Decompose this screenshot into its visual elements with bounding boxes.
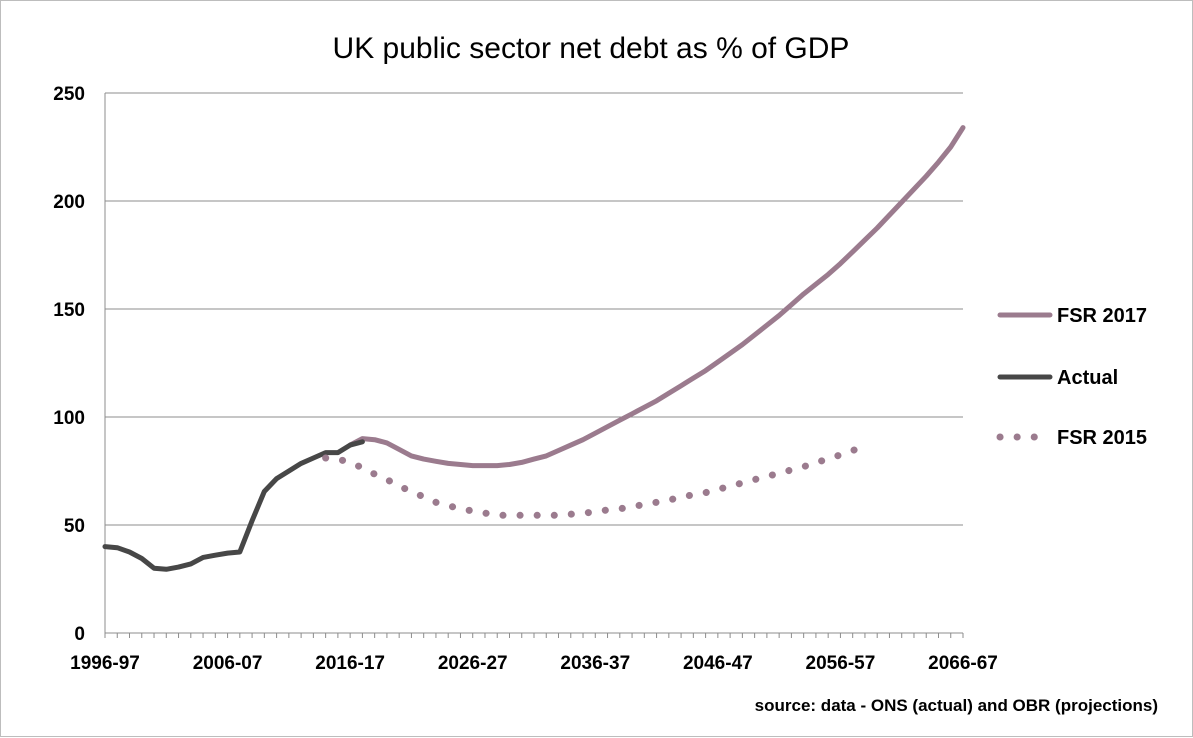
legend-label-fsr-2015: FSR 2015 bbox=[1057, 427, 1147, 449]
series-line-fsr-2015 bbox=[322, 442, 869, 519]
y-axis-tick-labels: 0 50 100 150 200 250 bbox=[53, 84, 85, 645]
x-tick-label-2026-27: 2026-27 bbox=[438, 653, 508, 674]
chart-title: UK public sector net debt as % of GDP bbox=[333, 32, 850, 65]
x-tick-label-2006-07: 2006-07 bbox=[193, 653, 263, 674]
legend-label-actual: Actual bbox=[1057, 367, 1118, 389]
legend: FSR 2017 Actual FSR 2015 bbox=[996, 305, 1147, 449]
y-tick-label-0: 0 bbox=[74, 624, 85, 645]
x-tick-label-1996-97: 1996-97 bbox=[70, 653, 140, 674]
source-note: source: data - ONS (actual) and OBR (pro… bbox=[755, 696, 1158, 715]
series-line-fsr-2017 bbox=[347, 125, 966, 469]
axes bbox=[104, 93, 964, 638]
legend-label-fsr-2017: FSR 2017 bbox=[1057, 305, 1147, 327]
x-tick-label-2046-47: 2046-47 bbox=[683, 653, 753, 674]
series-lines bbox=[102, 125, 966, 572]
y-tick-label-250: 250 bbox=[53, 84, 85, 105]
y-tick-label-200: 200 bbox=[53, 192, 85, 213]
x-tick-label-2056-57: 2056-57 bbox=[806, 653, 876, 674]
series-line-actual bbox=[102, 439, 365, 572]
x-tick-label-2016-17: 2016-17 bbox=[315, 653, 385, 674]
gridlines bbox=[105, 92, 963, 526]
y-tick-label-150: 150 bbox=[53, 300, 85, 321]
y-tick-label-50: 50 bbox=[64, 516, 85, 537]
y-tick-label-100: 100 bbox=[53, 408, 85, 429]
x-tick-label-2066-67: 2066-67 bbox=[928, 653, 998, 674]
x-tick-label-2036-37: 2036-37 bbox=[560, 653, 630, 674]
x-axis-tick-labels: 1996-97 2006-07 2016-17 2026-27 2036-37 2046-… bbox=[70, 653, 998, 674]
